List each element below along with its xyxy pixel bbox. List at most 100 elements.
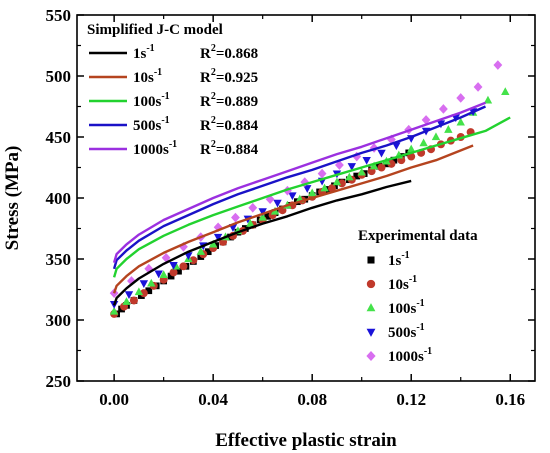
data-point bbox=[248, 202, 258, 213]
model-legend: Simplified J-C model 1s-1 R2=0.868 10s-1 R2… bbox=[87, 22, 259, 158]
x-ticks: 0.00 0.04 0.08 0.12 0.16 bbox=[99, 15, 525, 409]
model-legend-label: 10s-1 bbox=[133, 67, 162, 86]
data-point bbox=[337, 179, 346, 188]
model-curves-layer bbox=[112, 101, 511, 306]
data-point bbox=[213, 222, 223, 233]
data-point bbox=[154, 270, 163, 279]
data-point bbox=[362, 157, 371, 165]
data-point bbox=[273, 199, 282, 208]
data-point bbox=[353, 172, 361, 180]
data-point bbox=[377, 149, 386, 158]
data-point bbox=[352, 151, 362, 162]
data-point bbox=[387, 159, 396, 168]
data-point bbox=[444, 125, 453, 133]
data-point bbox=[357, 167, 366, 176]
model-legend-label: 1000s-1 bbox=[133, 139, 177, 158]
data-point bbox=[421, 115, 431, 125]
data-point bbox=[387, 134, 396, 145]
data-point bbox=[169, 268, 178, 277]
data-point bbox=[124, 291, 134, 299]
data-point bbox=[473, 82, 483, 92]
model-curve-10s bbox=[112, 144, 474, 294]
data-point bbox=[179, 262, 188, 271]
data-point bbox=[390, 156, 398, 164]
experimental-legend: Experimental data 1s-1 10s-1 100s-1 500s-1 1… bbox=[358, 228, 478, 365]
data-point bbox=[231, 212, 240, 223]
data-point bbox=[369, 161, 379, 170]
model-curve-1000s bbox=[112, 101, 486, 264]
experimental-legend-label: 10s-1 bbox=[388, 274, 417, 293]
data-point bbox=[258, 208, 267, 217]
y-tick-label: 250 bbox=[46, 372, 72, 391]
data-point bbox=[307, 188, 317, 197]
data-point bbox=[392, 142, 401, 151]
data-point bbox=[208, 239, 218, 248]
data-point bbox=[159, 270, 168, 279]
data-point bbox=[347, 163, 356, 171]
data-point bbox=[377, 163, 386, 172]
data-point bbox=[317, 168, 327, 179]
data-point bbox=[438, 104, 448, 114]
model-legend-r2: R2=0.884 bbox=[200, 139, 259, 158]
data-point bbox=[345, 172, 354, 181]
experimental-legend-label: 100s-1 bbox=[388, 298, 425, 317]
x-axis-title: Effective plastic strain bbox=[215, 430, 397, 451]
data-point bbox=[258, 212, 267, 221]
data-point bbox=[184, 252, 193, 260]
data-point bbox=[129, 296, 138, 305]
model-legend-r2: R2=0.868 bbox=[200, 43, 258, 62]
experimental-legend-label: 1s-1 bbox=[388, 250, 410, 269]
data-point bbox=[456, 93, 466, 103]
x-tick-label: 0.04 bbox=[198, 390, 228, 409]
model-curve-1s bbox=[112, 179, 412, 306]
experimental-legend-marker bbox=[366, 350, 376, 362]
experimental-legend-marker bbox=[366, 328, 376, 337]
y-tick-label: 300 bbox=[46, 311, 72, 330]
data-point bbox=[407, 144, 416, 153]
experimental-legend-title: Experimental data bbox=[358, 228, 478, 244]
x-tick-label: 0.16 bbox=[495, 390, 525, 409]
y-tick-label: 550 bbox=[46, 6, 72, 25]
model-legend-label: 500s-1 bbox=[133, 115, 170, 134]
y-axis-title: Stress (MPa) bbox=[2, 146, 23, 251]
model-legend-r2: R2=0.884 bbox=[200, 115, 259, 134]
data-point bbox=[196, 247, 205, 255]
y-tick-label: 400 bbox=[46, 189, 72, 208]
data-point bbox=[167, 272, 175, 280]
model-legend-label: 100s-1 bbox=[133, 91, 170, 110]
y-ticks: 250 300 350 400 450 500 550 bbox=[46, 6, 535, 391]
data-point bbox=[189, 256, 198, 265]
data-point bbox=[169, 261, 178, 270]
data-point bbox=[288, 192, 297, 201]
experimental-legend-marker bbox=[366, 279, 376, 289]
data-point bbox=[320, 183, 329, 192]
data-point bbox=[328, 184, 336, 193]
x-tick-label: 0.00 bbox=[99, 390, 129, 409]
data-point bbox=[175, 267, 182, 275]
data-point bbox=[204, 248, 212, 256]
data-point bbox=[264, 212, 271, 220]
model-curve-500s bbox=[112, 105, 486, 270]
model-legend-label: 1s-1 bbox=[133, 43, 155, 62]
data-point bbox=[456, 117, 465, 126]
data-point bbox=[161, 252, 171, 263]
model-legend-r2: R2=0.889 bbox=[200, 91, 258, 110]
data-point bbox=[139, 289, 148, 298]
x-tick-label: 0.12 bbox=[396, 390, 426, 409]
data-point bbox=[332, 177, 342, 186]
y-tick-label: 350 bbox=[46, 250, 72, 269]
data-point bbox=[483, 95, 493, 104]
data-point bbox=[122, 297, 131, 305]
data-point bbox=[213, 233, 223, 242]
data-point bbox=[431, 132, 441, 141]
data-point bbox=[303, 185, 312, 193]
x-tick-label: 0.08 bbox=[297, 390, 327, 409]
y-tick-label: 500 bbox=[46, 67, 72, 86]
data-point bbox=[145, 287, 153, 295]
data-point bbox=[147, 278, 156, 287]
experimental-legend-marker bbox=[366, 303, 376, 312]
model-legend-r2: R2=0.925 bbox=[200, 67, 258, 86]
data-point bbox=[419, 138, 428, 147]
model-curve-100s bbox=[112, 116, 511, 278]
